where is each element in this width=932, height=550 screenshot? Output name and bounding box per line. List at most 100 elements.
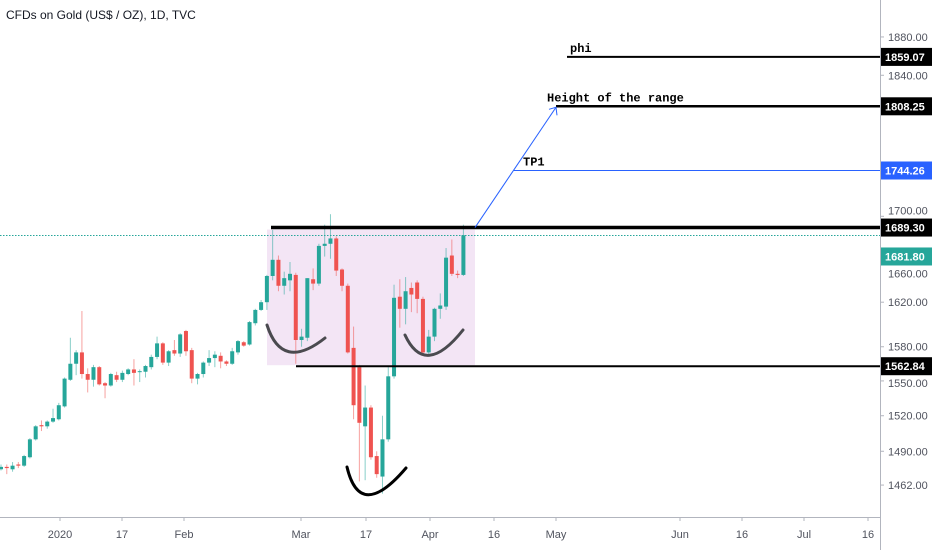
chart-title: CFDs on Gold (US$ / OZ), 1D, TVC <box>6 8 196 22</box>
tp1-price-label: 1744.26 <box>885 165 925 177</box>
x-tick-label: Jul <box>797 529 811 541</box>
candle <box>449 239 454 276</box>
candle-body <box>33 426 38 440</box>
candle-body <box>311 279 316 284</box>
candle <box>27 438 32 459</box>
candle-body <box>22 456 27 466</box>
y-tick-label: 1490.00 <box>888 446 928 458</box>
candle-body <box>235 341 240 353</box>
candles <box>0 214 466 494</box>
candle-body <box>114 375 119 380</box>
candle <box>224 360 229 367</box>
y-tick-label: 1520.00 <box>888 411 928 423</box>
candle-body <box>409 287 414 295</box>
candle-body <box>4 466 9 469</box>
candle <box>403 277 408 325</box>
candle-body <box>340 269 345 286</box>
candle <box>380 415 385 494</box>
candle-body <box>160 343 165 363</box>
candle <box>340 268 345 292</box>
x-tick-label: Jun <box>671 529 689 541</box>
candle-body <box>39 425 44 427</box>
candle <box>0 464 3 471</box>
candle <box>189 347 194 384</box>
x-tick-label: 17 <box>116 529 128 541</box>
candle <box>4 464 9 475</box>
range-box[interactable] <box>267 229 475 366</box>
candle-body <box>62 378 67 407</box>
candle <box>160 342 165 365</box>
candle-body <box>461 235 466 275</box>
candle-body <box>316 245 321 284</box>
candle-body <box>126 369 131 375</box>
tp1-label: TP1 <box>523 155 545 169</box>
candle <box>68 337 73 381</box>
candle <box>322 224 327 257</box>
candle <box>368 405 373 460</box>
x-tick-label: Feb <box>175 529 194 541</box>
candle <box>397 279 402 328</box>
candle-body <box>363 407 368 427</box>
candle-body <box>432 308 437 337</box>
candle-body <box>386 376 391 440</box>
candle-body <box>166 351 171 363</box>
height-price-label-bg <box>881 97 932 116</box>
candle-body <box>183 331 188 352</box>
candle <box>212 351 217 368</box>
candle-body <box>79 352 84 375</box>
candle <box>230 347 235 365</box>
candle <box>386 367 391 442</box>
candle-body <box>282 278 287 286</box>
candle <box>79 311 84 379</box>
candle <box>288 261 292 292</box>
candle-body <box>449 255 454 274</box>
candle <box>114 371 119 383</box>
y-tick-label: 1462.00 <box>888 480 928 492</box>
candle <box>103 382 108 399</box>
candle-body <box>380 439 385 477</box>
candle <box>328 214 333 259</box>
candle-body <box>0 466 3 470</box>
left-shoulder-arc <box>265 323 327 354</box>
candle-body <box>178 334 183 354</box>
range-bottom-price-label-bg <box>881 357 932 376</box>
candle <box>45 420 50 429</box>
candle-body <box>143 366 148 372</box>
candle-body <box>56 405 61 420</box>
candle <box>363 385 368 481</box>
candle <box>201 361 206 378</box>
candle-body <box>392 297 397 377</box>
candle-body <box>207 358 212 363</box>
candle <box>126 368 131 376</box>
x-tick-label: Mar <box>292 529 311 541</box>
candle <box>149 354 154 370</box>
candle <box>276 255 281 292</box>
candle <box>195 372 200 385</box>
candle-body <box>230 351 235 364</box>
candle-body <box>426 336 431 353</box>
range-top-price-label: 1689.30 <box>885 223 925 235</box>
candle-body <box>438 305 443 309</box>
candle-body <box>224 361 229 364</box>
candle <box>143 364 148 378</box>
candle-body <box>68 363 73 380</box>
phi-label: phi <box>570 42 592 56</box>
candle <box>299 328 304 347</box>
candle <box>247 320 252 346</box>
x-tick-label: 2020 <box>48 529 72 541</box>
candle-body <box>137 371 142 373</box>
candle <box>357 364 362 482</box>
candle-body <box>397 296 402 309</box>
phi-price-label: 1859.07 <box>885 52 925 64</box>
candle <box>85 368 90 393</box>
candle-body <box>108 374 113 386</box>
candle <box>207 350 212 367</box>
candle <box>120 370 125 383</box>
candle <box>270 229 275 281</box>
candle <box>415 280 420 314</box>
candle <box>155 336 160 360</box>
price-axis: 1880.00 1840.00 1700.00 1660.00 1620.00 1580.… <box>880 0 932 550</box>
candle <box>166 350 171 367</box>
candle-body <box>149 356 154 368</box>
